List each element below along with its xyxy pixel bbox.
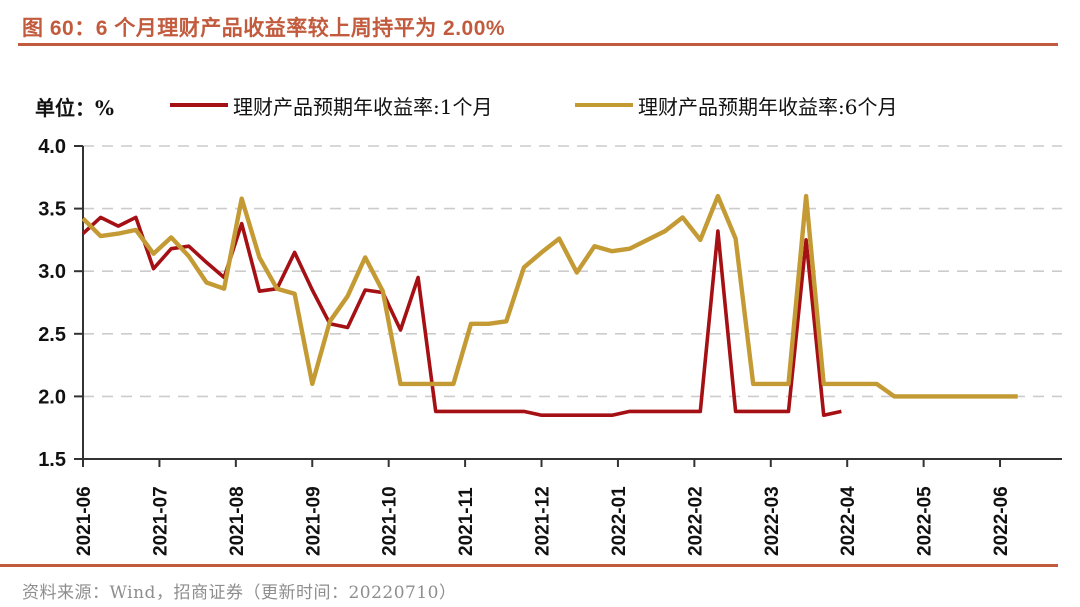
series-line-6m	[81, 193, 1018, 399]
title-underline	[18, 43, 1058, 46]
legend-line-swatch-1m	[170, 103, 228, 107]
x-tick-label: 2022-06	[991, 486, 1012, 556]
x-tick-label: 2022-02	[685, 486, 706, 556]
legend-line-swatch-6m	[575, 103, 633, 107]
y-tick-label: 2.5	[38, 324, 66, 346]
figure-title: 图 60：6 个月理财产品收益率较上周持平为 2.00%	[22, 17, 506, 40]
footer-rule	[0, 564, 1058, 567]
unit-label: 单位：%	[35, 96, 115, 120]
series-line-1m	[81, 215, 842, 418]
x-tick-label: 2021-06	[74, 486, 95, 556]
legend-item-1m: 理财产品预期年收益率:1个月	[170, 90, 492, 120]
x-tick-label: 2022-01	[609, 486, 630, 556]
x-tick-label: 2022-05	[915, 486, 936, 556]
legend-item-6m: 理财产品预期年收益率:6个月	[575, 90, 897, 120]
x-tick-label: 2021-07	[150, 486, 171, 556]
x-tick-label: 2022-03	[762, 486, 783, 556]
source-note: 资料来源：Wind，招商证券（更新时间：20220710）	[22, 583, 457, 603]
x-tick-label: 2022-04	[838, 486, 859, 556]
legend-label-1m: 理财产品预期年收益率:1个月	[233, 94, 493, 119]
x-tick-label: 2021-10	[380, 486, 401, 556]
legend-label-6m: 理财产品预期年收益率:6个月	[638, 94, 898, 119]
y-tick-label: 4.0	[38, 136, 66, 158]
y-tick-label: 2.0	[38, 386, 66, 408]
chart-legend: 单位：% 理财产品预期年收益率:1个月 理财产品预期年收益率:6个月	[0, 90, 1080, 121]
y-tick-label: 3.5	[38, 199, 66, 221]
y-tick-label: 1.5	[38, 449, 66, 471]
y-tick-label: 3.0	[38, 261, 66, 283]
x-tick-label: 2021-11	[456, 487, 477, 556]
x-tick-label: 2021-09	[303, 486, 324, 556]
x-tick-label: 2021-08	[227, 486, 248, 556]
x-tick-label: 2021-12	[533, 486, 554, 556]
line-chart: 1.5 2.0 2.5 3.0 3.5 4.0 2021-06 2021-07 2021-08 2…	[38, 136, 1062, 556]
